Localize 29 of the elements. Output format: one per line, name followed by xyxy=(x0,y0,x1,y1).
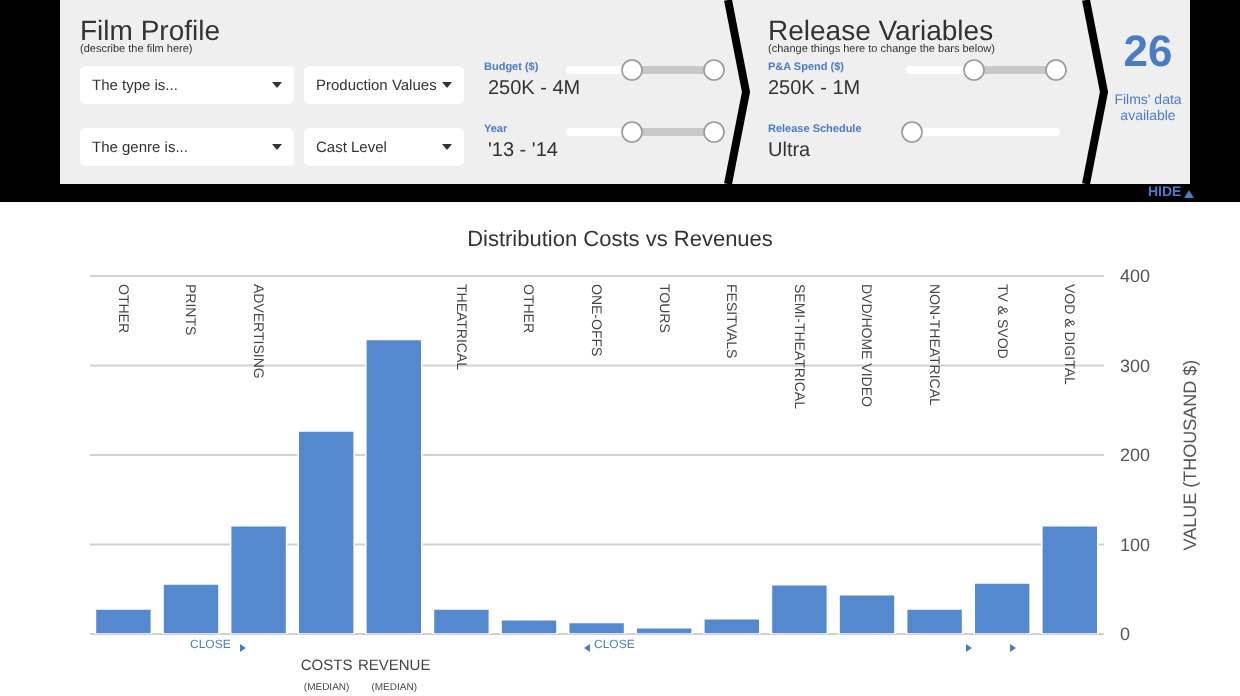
bar xyxy=(500,618,558,634)
bar xyxy=(770,583,829,634)
text: Ultra xyxy=(768,140,811,163)
bar xyxy=(635,626,694,634)
bar xyxy=(365,338,423,634)
text: 26 xyxy=(1121,26,1175,77)
y-tick-label: 100 xyxy=(1120,534,1151,555)
text: Film Profile xyxy=(80,14,221,46)
chart-title: Distribution Costs vs Revenues xyxy=(465,228,775,252)
bar xyxy=(838,593,896,634)
y-tick-label: 400 xyxy=(1120,266,1151,287)
bar xyxy=(432,608,491,634)
text: '13 - '14 xyxy=(488,140,558,163)
bar xyxy=(973,582,1032,634)
bar xyxy=(1041,524,1099,634)
bar xyxy=(703,617,761,634)
bar xyxy=(567,621,626,634)
bar xyxy=(94,608,153,634)
bar xyxy=(229,524,288,634)
text: 250K - 4M xyxy=(488,78,581,101)
y-axis-title: VALUE (THOUSAND $) xyxy=(1180,359,1201,551)
bar xyxy=(162,583,220,634)
y-tick-label: 200 xyxy=(1120,445,1151,466)
text: 250K - 1M xyxy=(768,78,861,101)
bar xyxy=(297,430,356,634)
y-tick-label: 300 xyxy=(1120,355,1151,376)
y-tick-label: 0 xyxy=(1120,624,1131,645)
bar xyxy=(905,608,964,634)
text: Release Variables xyxy=(768,14,994,46)
